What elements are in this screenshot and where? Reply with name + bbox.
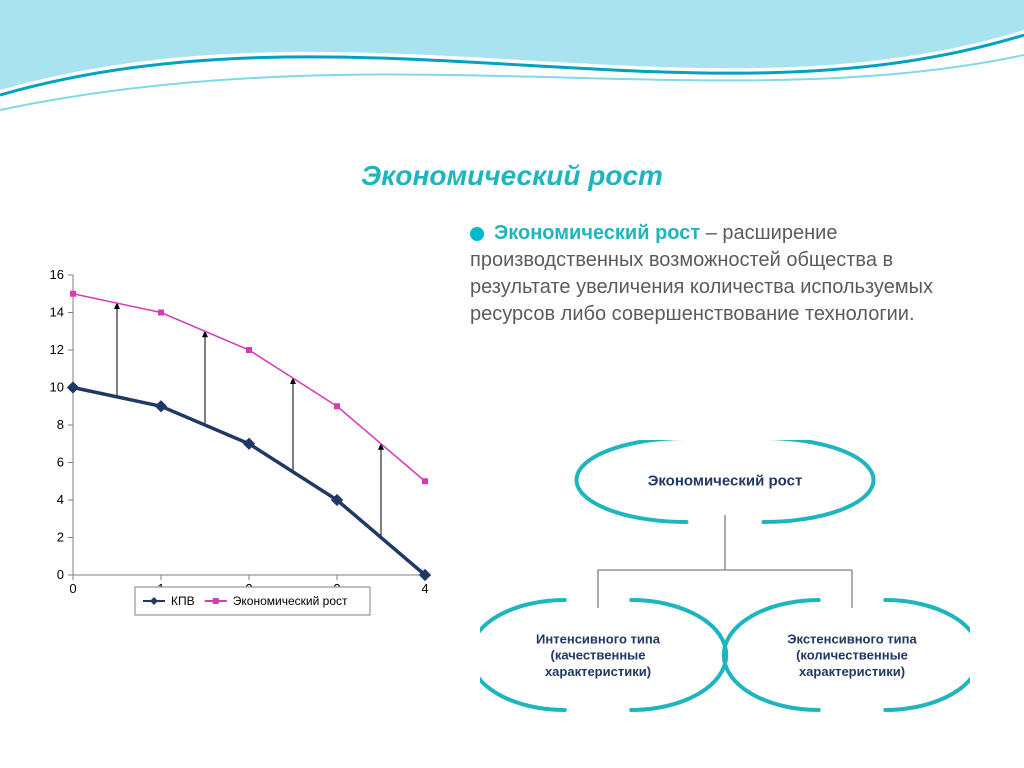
svg-text:Экстенсивного типа: Экстенсивного типа [787,631,917,646]
svg-text:14: 14 [50,305,64,320]
svg-text:8: 8 [57,417,64,432]
svg-text:(качественные: (качественные [550,648,645,663]
svg-text:0: 0 [69,581,76,596]
svg-text:16: 16 [50,267,64,282]
svg-text:4: 4 [57,492,64,507]
svg-text:6: 6 [57,455,64,470]
svg-text:(количественные: (количественные [796,648,908,663]
svg-text:4: 4 [421,581,428,596]
svg-text:Экономический рост: Экономический рост [648,472,803,489]
svg-text:0: 0 [57,567,64,582]
svg-text:10: 10 [50,380,64,395]
svg-text:характеристики): характеристики) [799,664,905,679]
slide-title: Экономический рост [0,160,1024,192]
bullet-icon [470,227,484,241]
svg-text:Интенсивного типа: Интенсивного типа [536,631,661,646]
hierarchy-diagram: Экономический рост Интенсивного типа (каче… [480,440,970,740]
slide: Экономический рост Экономический рост – … [0,0,1024,768]
line-chart: 024681012141601234КПВЭкономический рост [35,265,435,640]
svg-text:Экономический рост: Экономический рост [233,594,348,608]
definition-term: Экономический рост [494,222,700,244]
svg-text:12: 12 [50,342,64,357]
definition-block: Экономический рост – расширение производ… [470,220,960,328]
svg-text:2: 2 [57,530,64,545]
svg-text:характеристики): характеристики) [545,664,651,679]
svg-text:КПВ: КПВ [171,594,195,608]
